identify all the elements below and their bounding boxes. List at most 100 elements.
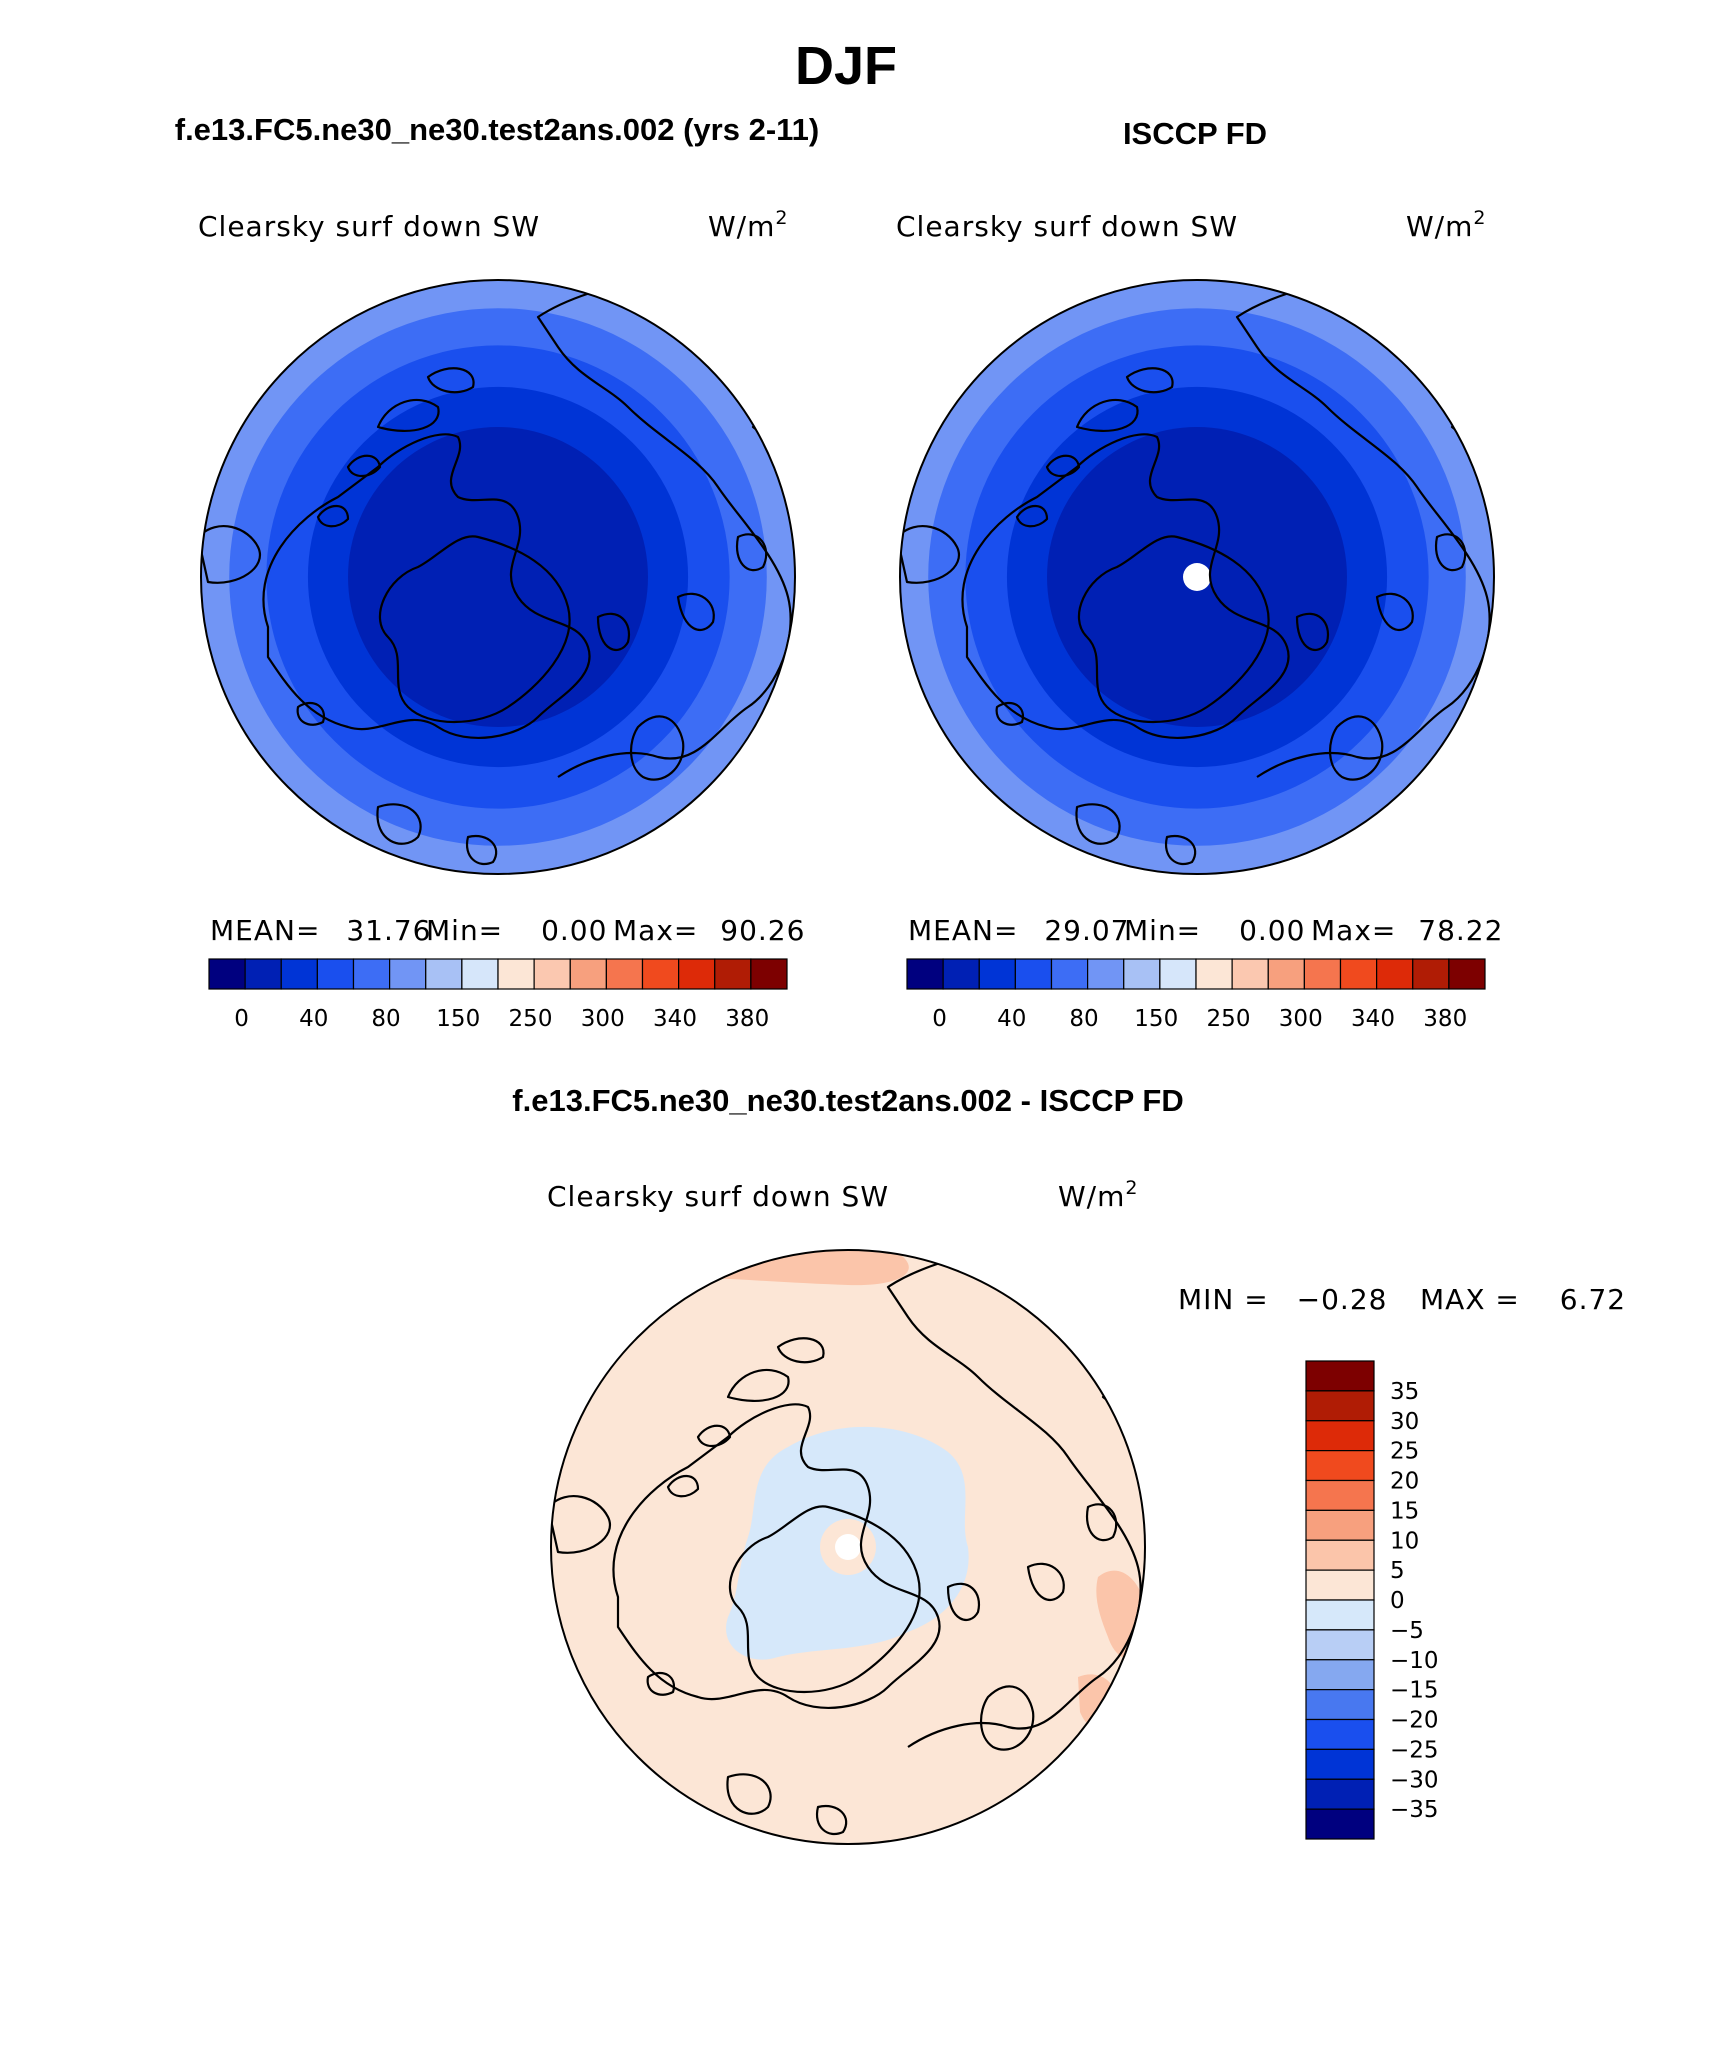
colorbar-tick-label: 40 [997,1006,1026,1032]
obs-stats-mean: MEAN= 29.07 [908,914,1130,947]
colorbar-box-8 [1305,1599,1375,1631]
colorbar-box-12 [1305,1718,1375,1750]
colorbar-tick-label: −5 [1390,1618,1424,1644]
colorbar-box-0 [906,958,944,990]
diff-missing-pole [835,1534,861,1560]
colorbar-box-6 [1305,1539,1375,1571]
colorbar-tick-label: 0 [234,1006,249,1032]
colorbar-box-4 [1050,958,1089,990]
colorbar-tick-label: 0 [932,1006,947,1032]
model-panel-title: f.e13.FC5.ne30_ne30.test2ans.002 (yrs 2-… [175,112,820,147]
diff-panel-title: f.e13.FC5.ne30_ne30.test2ans.002 - ISCCP… [512,1083,1183,1118]
colorbar-tick-label: 300 [581,1006,625,1032]
colorbar-tick-label: 300 [1279,1006,1323,1032]
colorbar-tick-label: 15 [1390,1498,1419,1524]
colorbar-tick-label: 80 [1069,1006,1098,1032]
model-map-border [200,279,796,875]
obs-variable-label: Clearsky surf down SW [896,210,1238,243]
obs-units-label: W/m2 [1406,207,1487,243]
colorbar-box-8 [1195,958,1233,990]
colorbar-tick-label: −20 [1390,1708,1439,1734]
colorbar-box-11 [605,958,644,990]
colorbar-box-5 [1305,1509,1375,1541]
model-variable-label: Clearsky surf down SW [198,210,540,243]
colorbar-box-4 [1305,1479,1375,1511]
model-stats-mean: MEAN= 31.76 [210,914,432,947]
colorbar-box-6 [425,958,463,990]
model-units-label: W/m2 [708,207,789,243]
model-stats-max: Max= 90.26 [613,914,805,947]
model-colorbar: 0 40 80 150 250 300 340 380 [208,958,788,1032]
diff-panel: Clearsky surf down SW W/m2 MIN = −0.28 M… [547,1177,1626,1845]
colorbar-box-5 [1087,958,1125,990]
colorbar-tick-label: 5 [1390,1558,1405,1584]
season-title: DJF [795,36,897,96]
colorbar-box-12 [641,958,680,990]
colorbar-box-11 [1303,958,1342,990]
colorbar-box-2 [978,958,1016,990]
colorbar-box-3 [1305,1450,1375,1482]
colorbar-box-10 [569,958,607,990]
colorbar-box-13 [678,958,716,990]
colorbar-box-12 [1339,958,1378,990]
obs-panel-title: ISCCP FD [1123,116,1267,151]
colorbar-box-2 [280,958,318,990]
model-panel: Clearsky surf down SW W/m2 MEAN= 31.76 M… [198,207,805,1032]
obs-stats-min: Min= 0.00 [1124,914,1305,947]
colorbar-tick-label: 25 [1390,1439,1419,1465]
diff-positive-patch-0 [551,1250,909,1287]
colorbar-tick-label: −15 [1390,1678,1439,1704]
colorbar-box-15 [1305,1808,1375,1840]
colorbar-box-14 [1305,1778,1375,1810]
colorbar-box-13 [1376,958,1414,990]
colorbar-box-15 [750,958,788,990]
colorbar-tick-label: 250 [1207,1006,1251,1032]
colorbar-tick-label: 380 [725,1006,769,1032]
colorbar-tick-label: −30 [1390,1767,1439,1793]
colorbar-box-8 [497,958,535,990]
colorbar-tick-label: −35 [1390,1797,1439,1823]
colorbar-box-9 [1305,1629,1375,1661]
colorbar-box-1 [1305,1390,1375,1422]
colorbar-tick-label: 150 [1134,1006,1178,1032]
missing-pole [1183,563,1211,591]
colorbar-tick-label: 80 [371,1006,400,1032]
model-polar-map [201,280,795,874]
obs-panel: Clearsky surf down SW W/m2 MEAN= 29.07 M… [896,207,1503,1032]
colorbar-box-15 [1448,958,1486,990]
colorbar-tick-label: 150 [436,1006,480,1032]
obs-stats-max: Max= 78.22 [1311,914,1503,947]
obs-polar-map [900,280,1494,874]
colorbar-box-14 [1412,958,1450,990]
map-band-4 [348,427,648,727]
colorbar-box-7 [1159,958,1197,990]
colorbar-tick-label: −10 [1390,1648,1439,1674]
obs-colorbar: 0 40 80 150 250 300 340 380 [906,958,1486,1032]
colorbar-tick-label: 340 [1351,1006,1395,1032]
colorbar-tick-label: 380 [1423,1006,1467,1032]
diff-colorbar: 35 30 25 20 15 10 5 0 −5 −10 −15 −20 −25 −30 −35 [1305,1360,1439,1840]
colorbar-tick-label: 250 [509,1006,553,1032]
colorbar-tick-label: 20 [1390,1469,1419,1495]
colorbar-tick-label: 10 [1390,1528,1419,1554]
colorbar-box-10 [1267,958,1305,990]
colorbar-box-1 [244,958,282,990]
diff-polar-map [551,1250,1145,1844]
colorbar-box-4 [352,958,391,990]
colorbar-box-6 [1123,958,1161,990]
diff-stats-max: MAX = 6.72 [1420,1283,1626,1316]
obs-map-border [899,279,1495,875]
colorbar-box-3 [316,958,355,990]
colorbar-tick-label: 35 [1390,1379,1419,1405]
colorbar-tick-label: 340 [653,1006,697,1032]
colorbar-tick-label: 0 [1390,1588,1405,1614]
colorbar-box-0 [1305,1360,1375,1392]
colorbar-box-0 [208,958,246,990]
colorbar-tick-label: −25 [1390,1737,1439,1763]
colorbar-box-7 [1305,1569,1375,1601]
model-stats-min: Min= 0.00 [426,914,607,947]
colorbar-tick-label: 40 [299,1006,328,1032]
diff-map-border [550,1249,1146,1845]
colorbar-box-10 [1305,1659,1375,1691]
